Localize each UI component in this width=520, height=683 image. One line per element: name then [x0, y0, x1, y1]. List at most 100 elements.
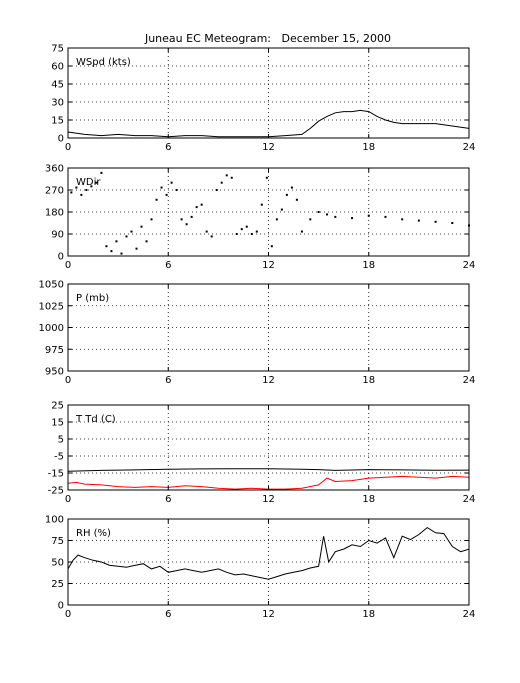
- y-tick-label: 75: [51, 44, 64, 55]
- x-tick-label: 0: [65, 609, 71, 620]
- x-tick-label: 24: [463, 494, 476, 505]
- y-tick-label: 0: [58, 601, 64, 612]
- x-tick-label: 12: [262, 494, 275, 505]
- data-point: [220, 181, 223, 184]
- data-point: [110, 250, 113, 253]
- y-tick-label: 950: [45, 367, 64, 378]
- data-point: [309, 218, 312, 221]
- data-point: [195, 206, 198, 209]
- x-tick-label: 18: [362, 494, 375, 505]
- panel-2: 0 6 12 18 24 0 90 180 270 360 WDir: [45, 164, 475, 272]
- data-point: [290, 186, 293, 189]
- x-tick-label: 12: [262, 375, 275, 386]
- x-tick-label: 0: [65, 260, 71, 271]
- y-tick-label: -25: [48, 486, 64, 497]
- y-tick-label: 15: [51, 116, 64, 127]
- data-point: [260, 203, 263, 206]
- data-point: [115, 240, 118, 243]
- data-point: [140, 225, 143, 228]
- data-point: [190, 215, 193, 218]
- x-tick-label: 0: [65, 142, 71, 153]
- data-point: [175, 189, 178, 191]
- data-point: [265, 176, 268, 179]
- data-point: [240, 228, 243, 231]
- data-point: [185, 223, 188, 226]
- data-point: [155, 198, 158, 201]
- data-point: [85, 189, 88, 191]
- x-tick-label: 6: [165, 375, 171, 386]
- y-tick-label: 30: [51, 98, 64, 109]
- x-tick-label: 18: [362, 375, 375, 386]
- y-tick-label: 0: [58, 252, 64, 263]
- y-tick-label: 180: [45, 208, 64, 219]
- panel-label: RH (%): [76, 528, 111, 539]
- data-point: [120, 252, 123, 255]
- panel-5: 0 6 12 18 24 0 25 50 75 100 RH (%): [45, 515, 475, 621]
- series-line-1: [67, 109, 470, 138]
- data-point: [200, 203, 203, 206]
- data-point: [417, 219, 420, 222]
- data-point: [210, 235, 213, 238]
- data-point: [180, 218, 183, 221]
- series-line-1: [67, 468, 470, 472]
- data-point: [334, 215, 337, 218]
- data-point: [275, 218, 278, 221]
- data-point: [165, 193, 168, 196]
- data-point: [250, 233, 253, 235]
- data-point: [451, 222, 454, 224]
- panel-3: 0 6 12 18 24 950 975 1000 1025 1050 P (mb): [39, 280, 476, 387]
- x-tick-label: 18: [362, 260, 375, 271]
- data-point: [325, 213, 328, 216]
- data-point: [367, 214, 370, 217]
- x-tick-label: 24: [463, 609, 476, 620]
- data-point: [351, 217, 354, 220]
- data-point: [285, 193, 288, 196]
- data-point: [100, 171, 103, 174]
- x-tick-label: 6: [165, 142, 171, 153]
- data-point: [245, 225, 248, 228]
- data-point: [130, 230, 133, 233]
- data-point: [225, 174, 228, 177]
- y-tick-label: 60: [51, 62, 64, 73]
- x-tick-label: 24: [463, 375, 476, 386]
- data-point: [70, 191, 73, 194]
- x-tick-label: 18: [362, 142, 375, 153]
- panel-label: WDir: [76, 177, 101, 188]
- data-point: [434, 220, 437, 223]
- x-tick-label: 12: [262, 142, 275, 153]
- data-point: [150, 218, 153, 221]
- data-point: [125, 235, 128, 238]
- data-point: [295, 198, 298, 201]
- y-tick-label: -15: [48, 469, 64, 480]
- y-tick-label: 90: [51, 230, 64, 241]
- y-tick-label: 50: [51, 558, 64, 569]
- data-point: [300, 230, 303, 233]
- y-tick-label: 0: [58, 134, 64, 145]
- data-point: [80, 193, 83, 196]
- panel-label: WSpd (kts): [76, 57, 131, 68]
- data-point: [170, 181, 173, 184]
- figure-title: Juneau EC Meteogram: December 15, 2000: [144, 32, 392, 45]
- y-tick-label: 975: [45, 345, 64, 356]
- data-point: [105, 245, 108, 248]
- x-tick-label: 6: [165, 609, 171, 620]
- data-point: [160, 186, 163, 189]
- x-tick-label: 6: [165, 494, 171, 505]
- data-point: [205, 230, 208, 233]
- data-point: [384, 215, 387, 218]
- x-tick-label: 12: [262, 609, 275, 620]
- x-tick-label: 0: [65, 375, 71, 386]
- y-tick-label: 1025: [39, 301, 64, 312]
- data-point: [135, 247, 138, 250]
- y-tick-label: 270: [45, 186, 64, 197]
- data-point: [90, 185, 93, 188]
- y-tick-label: 5: [58, 435, 64, 446]
- data-point: [215, 189, 218, 191]
- x-tick-label: 24: [463, 260, 476, 271]
- panel-label: P (mb): [76, 293, 109, 304]
- data-point: [235, 233, 238, 235]
- data-point: [230, 176, 233, 179]
- data-point: [280, 208, 283, 211]
- y-tick-label: 1050: [39, 280, 64, 291]
